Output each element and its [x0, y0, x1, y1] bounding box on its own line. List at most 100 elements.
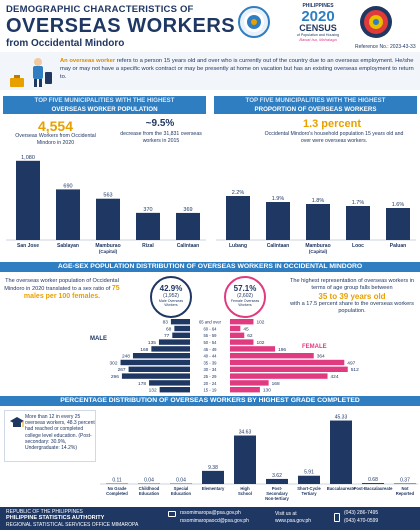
- female-bar: [230, 380, 269, 386]
- male-share-count: (1,952): [163, 293, 179, 299]
- footer-email2[interactable]: rssomimaropaocd@psa.gov.ph: [180, 518, 249, 524]
- male-bar: [149, 380, 190, 386]
- age-group-label: 55 - 59: [203, 333, 217, 338]
- footer-web[interactable]: www.psa.gov.ph: [275, 518, 312, 524]
- female-value-label: 102: [256, 320, 264, 326]
- panel-left-big-caption: Overseas Workers from Occidental Mindoro…: [15, 133, 96, 146]
- census-tag: of Population and Housing: [296, 33, 340, 37]
- female-bar: [230, 373, 328, 379]
- intro-definition: refers to a person 15 years old and over…: [60, 58, 414, 81]
- reference-number: Reference No.: 2023-43-33: [355, 44, 416, 50]
- female-bar: [230, 319, 254, 325]
- census-logo: PHILIPPINES 2020 CENSUS of Population an…: [288, 3, 348, 47]
- intro-term: An overseas worker: [60, 58, 116, 64]
- male-bar: [158, 339, 190, 345]
- female-value-label: 512: [351, 367, 359, 373]
- category-label: Reported: [396, 491, 415, 496]
- bar: [202, 470, 224, 484]
- age-sex-left-text: The overseas worker population of Occide…: [4, 278, 120, 301]
- male-value-label: 68: [166, 326, 172, 332]
- bar-value-label: 3.62: [272, 473, 282, 479]
- census-year: 2020: [301, 8, 335, 25]
- footer-email1[interactable]: rssomimaropa@psa.gov.ph: [180, 510, 241, 516]
- intro-text: An overseas worker refers to a person 15…: [60, 57, 414, 82]
- email-icon: [168, 511, 176, 517]
- bar: [136, 212, 160, 240]
- bar: [386, 208, 410, 240]
- panel-right-title-line1: TOP FIVE MUNICIPALITIES WITH THE HIGHEST: [245, 97, 386, 104]
- psa-seal-icon: [238, 6, 270, 38]
- female-share-circle: 57.1% (2,602) Female Overseas Workers: [224, 276, 266, 318]
- bar: [266, 478, 288, 484]
- male-value-label: 77: [164, 333, 170, 339]
- bar-value-label: 1.6%: [392, 202, 405, 208]
- bar-value-label: 5.91: [304, 470, 314, 476]
- category-label: San Jose: [17, 243, 39, 249]
- male-bar: [151, 346, 190, 352]
- age-group-label: 60 - 64: [203, 326, 217, 331]
- education-title: PERCENTAGE DISTRIBUTION OF OVERSEAS WORK…: [0, 396, 420, 406]
- header: DEMOGRAPHIC CHARACTERISTICS OF OVERSEAS …: [0, 0, 420, 52]
- age-group-label: 30 - 34: [203, 367, 217, 372]
- female-value-label: 62: [247, 333, 253, 339]
- footer-phone2: (043) 470-0599: [344, 518, 379, 524]
- category-label: Looc: [352, 243, 364, 249]
- category-label: Elementary: [202, 486, 225, 491]
- bar: [362, 483, 384, 484]
- age-group-label: 20 - 24: [203, 381, 217, 386]
- female-value-label: 424: [331, 374, 339, 380]
- bar: [226, 196, 250, 240]
- bar-value-label: 0.04: [176, 478, 186, 484]
- female-share-pct: 57.1%: [233, 284, 257, 293]
- female-value-label: 102: [256, 340, 264, 346]
- female-value-label: 130: [263, 388, 271, 394]
- age-sex-title: AGE-SEX POPULATION DISTRIBUTION OF OVERS…: [0, 262, 420, 272]
- category-label: Lubang: [229, 243, 247, 249]
- female-share-caption: Female Overseas Workers: [230, 299, 260, 307]
- panel-right-big-value: 1.3 percent: [302, 118, 362, 130]
- male-bar: [159, 387, 190, 393]
- bar: [346, 206, 370, 240]
- category-label: School: [238, 491, 252, 496]
- bar: [56, 189, 80, 240]
- age-sex-right-sentence: The highest representation of overseas w…: [289, 278, 415, 291]
- female-bar: [230, 325, 241, 332]
- age-group-label: 25 - 29: [203, 374, 217, 379]
- bar: [16, 160, 40, 240]
- bar-value-label: 34.63: [239, 430, 252, 436]
- age-sex-pyramid-chart: 83 102 65 and over 68 45 60 - 64 77 62 55 - 59 13…: [110, 319, 359, 394]
- footer-org1: REPUBLIC OF THE PHILIPPINES: [6, 509, 83, 515]
- category-label: Short-Cycle: [297, 486, 321, 491]
- panel-right-title-line2: PROPORTION OF OVERSEAS WORKERS: [254, 106, 377, 113]
- panel-left-title-line1: TOP FIVE MUNICIPALITIES WITH THE HIGHEST: [34, 97, 175, 104]
- municipality-proportion-chart: 2.2% Lubang 1.9% Calintaan 1.8% Mamburao(Capi…: [216, 190, 416, 254]
- age-group-label: 15 - 19: [203, 388, 217, 393]
- graduation-cap-icon: [10, 417, 24, 427]
- category-label: Sablayan: [57, 243, 79, 249]
- bar-value-label: 0.04: [144, 478, 154, 484]
- male-share-pct: 42.9%: [159, 284, 183, 293]
- male-value-label: 178: [138, 381, 146, 387]
- female-bar: [230, 346, 276, 352]
- male-value-label: 83: [163, 320, 169, 326]
- category-label: Rizal: [142, 243, 154, 249]
- education-callout-text: More than 12 in every 25 overseas worker…: [25, 414, 95, 452]
- category-label: Paluan: [390, 243, 406, 249]
- bar-value-label: 370: [143, 207, 152, 213]
- bar-value-label: 0.68: [368, 477, 378, 483]
- category-label: Education: [139, 491, 160, 496]
- category-label: Childhood: [139, 486, 160, 491]
- age-sex-right-text: The highest representation of overseas w…: [288, 278, 416, 315]
- municipality-population-chart: 1,080 San Jose 690 Sablayan 563 Mamburao(Capi…: [6, 155, 206, 254]
- category-label: Mamburao: [305, 243, 330, 249]
- bar: [306, 204, 330, 240]
- category-label: Completed: [106, 491, 128, 496]
- female-bar: [230, 339, 254, 345]
- footer-visit: Visit us at: [275, 511, 297, 517]
- peak-age-highlight: 35 to 39 years old: [318, 292, 386, 301]
- bar: [394, 483, 416, 484]
- bar-value-label: 2.2%: [232, 190, 245, 196]
- intro-section: An overseas worker refers to a person 15…: [0, 52, 420, 90]
- category-label: High: [240, 486, 250, 491]
